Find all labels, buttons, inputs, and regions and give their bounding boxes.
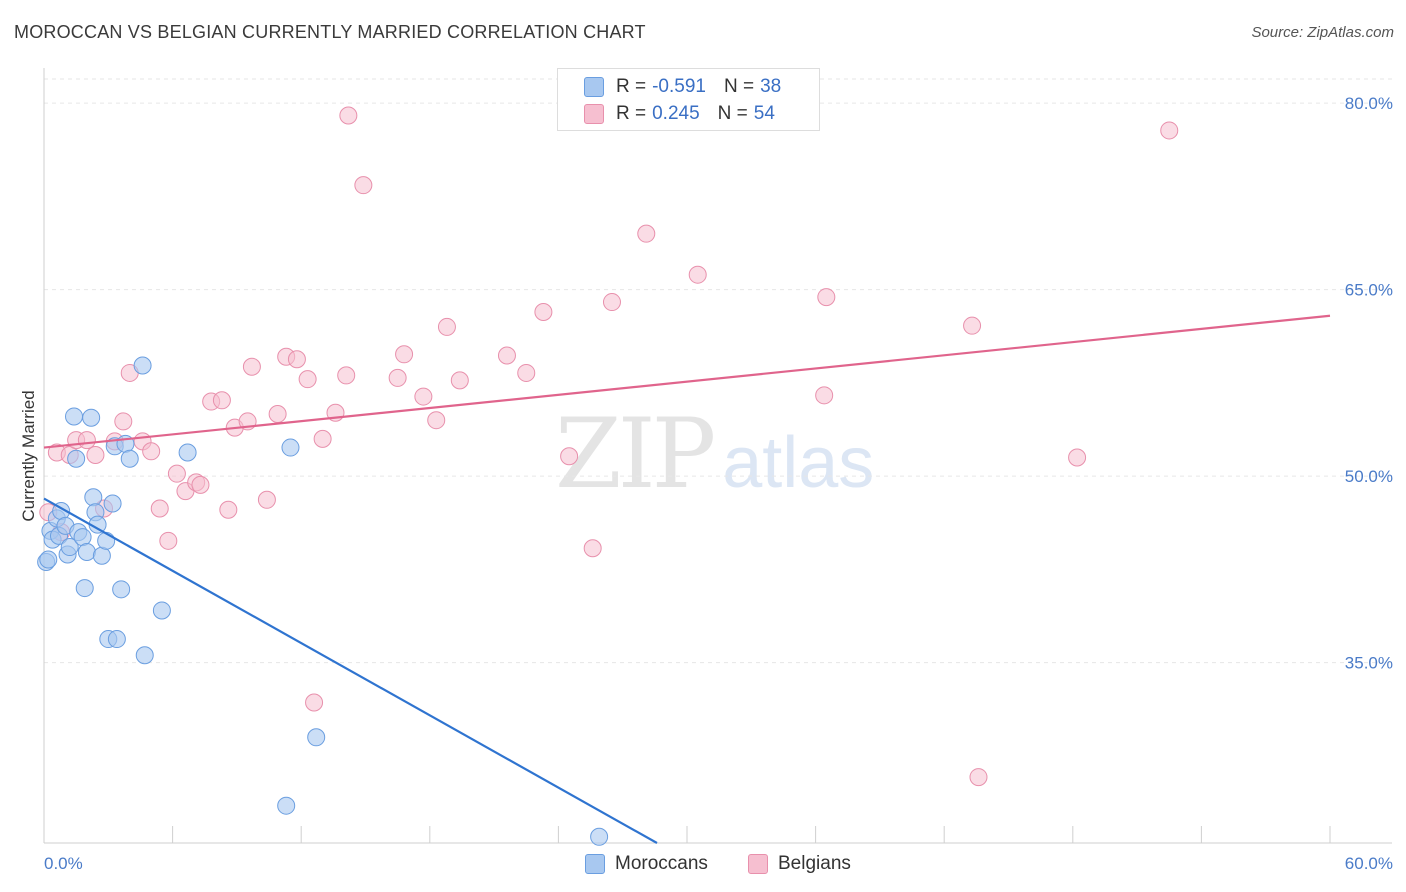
legend-row-belgians: R = 0.245 N = 54 (584, 102, 775, 126)
moroccan-point (75, 579, 94, 598)
trend-lines (43, 314, 1331, 844)
bottom-legend-belgians-label: Belgians (778, 853, 851, 874)
tick-labels: 35.0% 50.0% 65.0% 80.0% 0.0% 60.0% (44, 94, 1393, 873)
chart-title: MOROCCAN VS BELGIAN CURRENTLY MARRIED CO… (14, 22, 646, 42)
legend-n-label: N = (717, 103, 748, 124)
moroccan-swatch (584, 77, 604, 97)
belgian-point (337, 366, 356, 385)
belgian-point (450, 371, 469, 390)
belgian-point (560, 447, 579, 466)
belgian-point (427, 411, 446, 430)
moroccan-point (65, 407, 84, 426)
belgian-point (602, 293, 621, 312)
y-tick-label: 35.0% (1345, 654, 1393, 673)
moroccan-point (133, 356, 152, 375)
legend-r-value: -0.591 (652, 76, 706, 97)
belgian-point (114, 412, 133, 431)
legend-r-value: 0.245 (652, 103, 700, 124)
source-label: Source: ZipAtlas.com (1251, 24, 1394, 41)
moroccan-point (73, 528, 92, 547)
axes (43, 68, 1392, 844)
moroccan-point (307, 728, 326, 747)
moroccan-swatch (585, 854, 605, 874)
y-axis-label: Currently Married (19, 390, 38, 521)
belgian-point (191, 475, 210, 494)
legend-r-label: R = (616, 103, 647, 124)
moroccan-point (67, 449, 86, 468)
moroccan-point (277, 796, 296, 815)
belgian-point (583, 539, 602, 558)
belgian-points (39, 106, 1179, 787)
belgian-swatch (584, 104, 604, 124)
moroccan-point (178, 443, 197, 462)
belgian-point (637, 224, 656, 243)
moroccan-points (37, 356, 609, 846)
moroccan-point (84, 488, 103, 507)
belgian-point (159, 531, 178, 550)
moroccan-point (60, 538, 79, 557)
legend-r-label: R = (616, 76, 647, 97)
belgian-point (517, 363, 536, 382)
belgian-point (257, 490, 276, 509)
moroccan-point (135, 646, 154, 665)
belgian-point (219, 500, 238, 519)
moroccan-point (112, 580, 131, 599)
belgian-point (815, 386, 834, 405)
moroccan-point (39, 550, 58, 569)
moroccan-point (281, 438, 300, 457)
legend-n-value: 38 (760, 76, 782, 97)
belgian-point (313, 429, 332, 448)
x-tick-label: 60.0% (1345, 854, 1393, 873)
belgian-point (298, 370, 317, 389)
belgian-point (817, 288, 836, 307)
legend-n-label: N = (723, 76, 755, 97)
belgian-point (268, 404, 287, 423)
belgian-point (77, 431, 96, 450)
belgian-point (1160, 121, 1179, 140)
moroccan-point (120, 449, 139, 468)
belgian-point (963, 316, 982, 335)
moroccan-point (92, 546, 111, 565)
y-tick-label: 65.0% (1345, 281, 1393, 300)
x-tick-label: 0.0% (44, 854, 83, 873)
legend-row-moroccans: R = -0.591 N = 38 (584, 75, 781, 99)
belgian-swatch (748, 854, 768, 874)
bottom-legend-moroccans-label: Moroccans (615, 853, 708, 874)
belgian-point (242, 357, 261, 376)
moroccan-point (590, 827, 609, 846)
belgian-point (305, 693, 324, 712)
belgian-point (534, 303, 553, 322)
moroccan-point (97, 531, 116, 550)
belgian-point (86, 446, 105, 465)
belgian-point (414, 387, 433, 406)
bottom-legend-belgians: Belgians (748, 851, 851, 877)
bottom-legend-moroccans: Moroccans (585, 851, 708, 877)
belgian-point (437, 317, 456, 336)
correlation-legend: R = -0.591 N = 38 R = 0.245 N = 54 (557, 68, 820, 131)
belgian-point (497, 346, 516, 365)
belgian-point (395, 345, 414, 364)
belgian-point (688, 265, 707, 284)
belgian-point (969, 768, 988, 787)
belgian-trend-line (43, 314, 1331, 449)
moroccan-point (103, 494, 122, 513)
belgian-point (388, 368, 407, 387)
moroccan-point (152, 601, 171, 620)
belgian-point (287, 350, 306, 369)
legend-n-value: 54 (753, 103, 775, 124)
belgian-point (339, 106, 358, 125)
belgian-point (212, 391, 231, 410)
belgian-point (354, 176, 373, 195)
belgian-point (167, 464, 186, 483)
y-tick-label: 80.0% (1345, 94, 1393, 113)
moroccan-point (82, 408, 101, 427)
belgian-point (142, 442, 161, 461)
y-tick-label: 50.0% (1345, 467, 1393, 486)
moroccan-trend-line (43, 497, 658, 844)
moroccan-point (107, 630, 126, 649)
moroccan-point (77, 543, 96, 562)
belgian-point (150, 499, 169, 518)
belgian-point (1068, 448, 1087, 467)
